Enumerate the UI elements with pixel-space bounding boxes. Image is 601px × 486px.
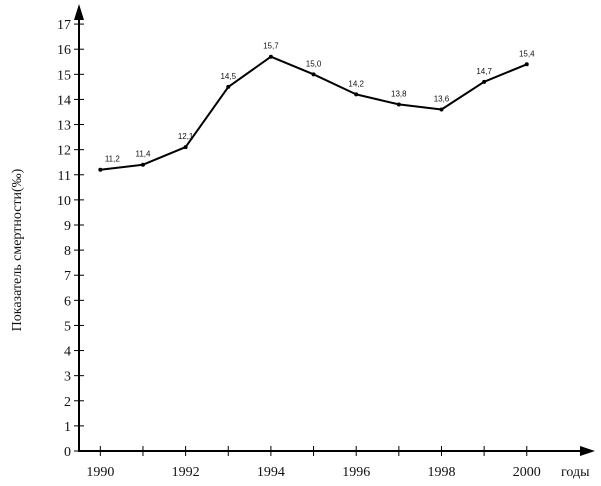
y-tick-label: 14 xyxy=(57,93,71,108)
x-tick-label: 2000 xyxy=(513,465,541,480)
x-axis-ticks: 1990 1992 1994 1996 1998 2000 xyxy=(86,446,541,480)
y-tick-label: 15 xyxy=(57,68,71,83)
x-tick-label: 1996 xyxy=(342,465,370,480)
x-tick-label: 1994 xyxy=(257,465,285,480)
data-point xyxy=(183,145,188,150)
data-label: 13,8 xyxy=(391,89,407,98)
y-tick-label: 16 xyxy=(57,43,71,58)
y-tick-label: 6 xyxy=(64,294,71,309)
y-tick-label: 1 xyxy=(64,420,71,435)
data-point xyxy=(98,167,103,172)
data-label: 14,5 xyxy=(220,72,236,81)
data-point xyxy=(524,62,529,67)
x-axis-title: годы xyxy=(561,465,590,480)
data-label: 14,7 xyxy=(476,67,492,76)
y-axis-title: Показатель смертности(‰) xyxy=(10,168,25,331)
y-tick-label: 11 xyxy=(58,169,71,184)
y-tick-label: 3 xyxy=(64,370,71,385)
x-tick-label: 1998 xyxy=(427,465,455,480)
y-tick-label: 5 xyxy=(64,319,71,334)
y-tick-label: 9 xyxy=(64,219,71,234)
x-tick-label: 1992 xyxy=(172,465,200,480)
data-label: 14,2 xyxy=(348,79,364,88)
data-label: 11,2 xyxy=(105,155,121,164)
y-tick-label: 17 xyxy=(57,18,71,33)
data-point xyxy=(482,79,487,84)
y-tick-label: 7 xyxy=(64,269,71,284)
y-tick-label: 12 xyxy=(57,144,71,159)
data-label: 15,0 xyxy=(306,59,322,68)
x-tick-label: 1990 xyxy=(86,465,114,480)
data-label: 12,1 xyxy=(178,132,194,141)
data-point xyxy=(439,107,444,112)
data-point xyxy=(311,72,316,77)
data-point xyxy=(140,162,145,167)
y-tick-label: 13 xyxy=(57,119,71,134)
y-tick-label: 10 xyxy=(57,194,71,209)
y-axis-arrowhead xyxy=(74,4,84,20)
y-tick-label: 2 xyxy=(64,395,71,410)
y-tick-label: 0 xyxy=(64,445,71,460)
data-label: 15,7 xyxy=(263,42,279,51)
data-label: 13,6 xyxy=(434,94,450,103)
data-point xyxy=(354,92,359,97)
data-point xyxy=(396,102,401,107)
data-label: 11,4 xyxy=(135,150,151,159)
x-axis-arrowhead xyxy=(580,446,595,456)
y-tick-label: 8 xyxy=(64,244,71,259)
data-point xyxy=(268,54,273,59)
data-label: 15,4 xyxy=(519,49,535,58)
y-tick-label: 4 xyxy=(64,345,71,360)
series-layer: 11,2 11,4 12,1 14,5 15,7 15,0 14,2 13,8 13,6 14,7… xyxy=(98,42,535,172)
data-point xyxy=(226,84,231,89)
